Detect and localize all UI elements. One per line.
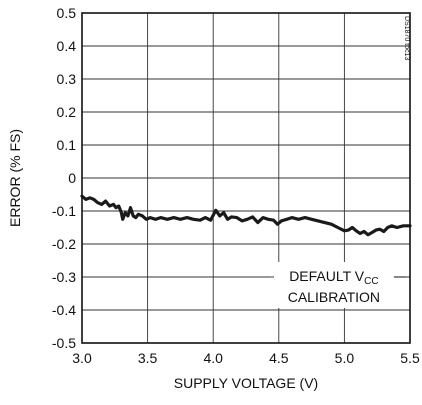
y-tick-label: -0.5 <box>52 335 76 351</box>
x-tick-label: 5.5 <box>400 350 420 366</box>
series-layer <box>80 194 412 237</box>
x-tick-label: 3.5 <box>138 350 158 366</box>
y-tick-label: -0.4 <box>52 302 76 318</box>
annotation-line-1: DEFAULT VCC <box>289 268 378 287</box>
annotation-line-2: CALIBRATION <box>288 289 380 305</box>
x-tick-labels: 3.0 3.5 4.0 4.5 5.0 5.5 <box>72 350 420 366</box>
y-tick-label: -0.2 <box>52 236 76 252</box>
x-tick-label: 4.0 <box>203 350 223 366</box>
y-tick-label: 0.5 <box>57 5 77 21</box>
y-tick-label: 0.3 <box>57 71 77 87</box>
y-tick-label: -0.3 <box>52 269 76 285</box>
plot-frame <box>81 12 411 344</box>
x-tick-label: 4.5 <box>269 350 289 366</box>
y-tick-labels: 0.5 0.4 0.3 0.2 0.1 0 -0.1 -0.2 -0.3 -0.4 -0.5 <box>52 5 76 351</box>
y-tick-label: 0.4 <box>57 38 77 54</box>
x-tick-label: 3.0 <box>72 350 92 366</box>
y-tick-label: 0 <box>68 170 76 186</box>
annotation-subscript: CC <box>364 276 378 287</box>
y-tick-label: 0.1 <box>57 137 77 153</box>
y-tick-label: -0.1 <box>52 203 76 219</box>
y-tick-label: 0.2 <box>57 104 77 120</box>
grid <box>82 13 410 343</box>
figure-reference-label: DS1870 toc13 <box>403 16 410 60</box>
annotation-background <box>271 262 396 308</box>
x-tick-label: 5.0 <box>335 350 355 366</box>
series-line <box>80 194 412 237</box>
x-axis-title: SUPPLY VOLTAGE (V) <box>174 375 318 391</box>
annotation-text-prefix: DEFAULT V <box>289 268 365 284</box>
y-axis-title: ERROR (% FS) <box>7 129 23 227</box>
